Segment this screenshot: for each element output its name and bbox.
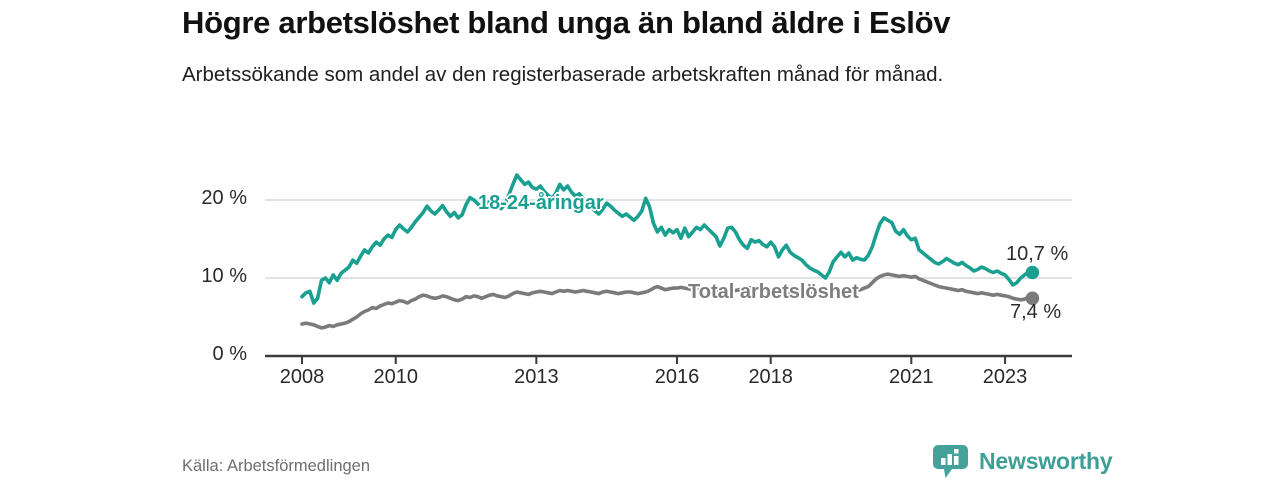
end-dot-total: [1025, 291, 1040, 306]
series-label-total: Total arbetslöshet: [688, 281, 859, 303]
x-tick-label: 2018: [748, 366, 793, 388]
y-tick-label: 0 %: [212, 343, 247, 365]
brand-logo: Newsworthy: [932, 444, 1113, 479]
x-tick-label: 2016: [654, 366, 700, 388]
x-tick-label: 2008: [279, 366, 325, 388]
newsworthy-icon: [933, 445, 968, 478]
line-total: [300, 272, 1035, 330]
end-dot-young: [1025, 265, 1040, 280]
end-value-total: 7,4 %: [1010, 301, 1062, 323]
source-credit: Källa: Arbetsförmedlingen: [182, 457, 371, 475]
chart-subtitle: Arbetssökande som andel av den registerb…: [182, 63, 944, 86]
y-tick-label: 10 %: [201, 265, 247, 287]
end-value-young: 10,7 %: [1006, 243, 1069, 265]
y-tick-label: 20 %: [201, 187, 247, 209]
brand-name: Newsworthy: [979, 448, 1113, 474]
page-title: Högre arbetslöshet bland unga än bland ä…: [182, 5, 951, 40]
x-tick-label: 2010: [373, 366, 418, 388]
series-label-young: 18-24-åringar: [478, 192, 604, 214]
x-tick-label: 2023: [982, 366, 1028, 388]
x-tick-label: 2013: [514, 366, 559, 388]
line-young: [300, 173, 1035, 305]
x-tick-label: 2021: [889, 366, 934, 388]
